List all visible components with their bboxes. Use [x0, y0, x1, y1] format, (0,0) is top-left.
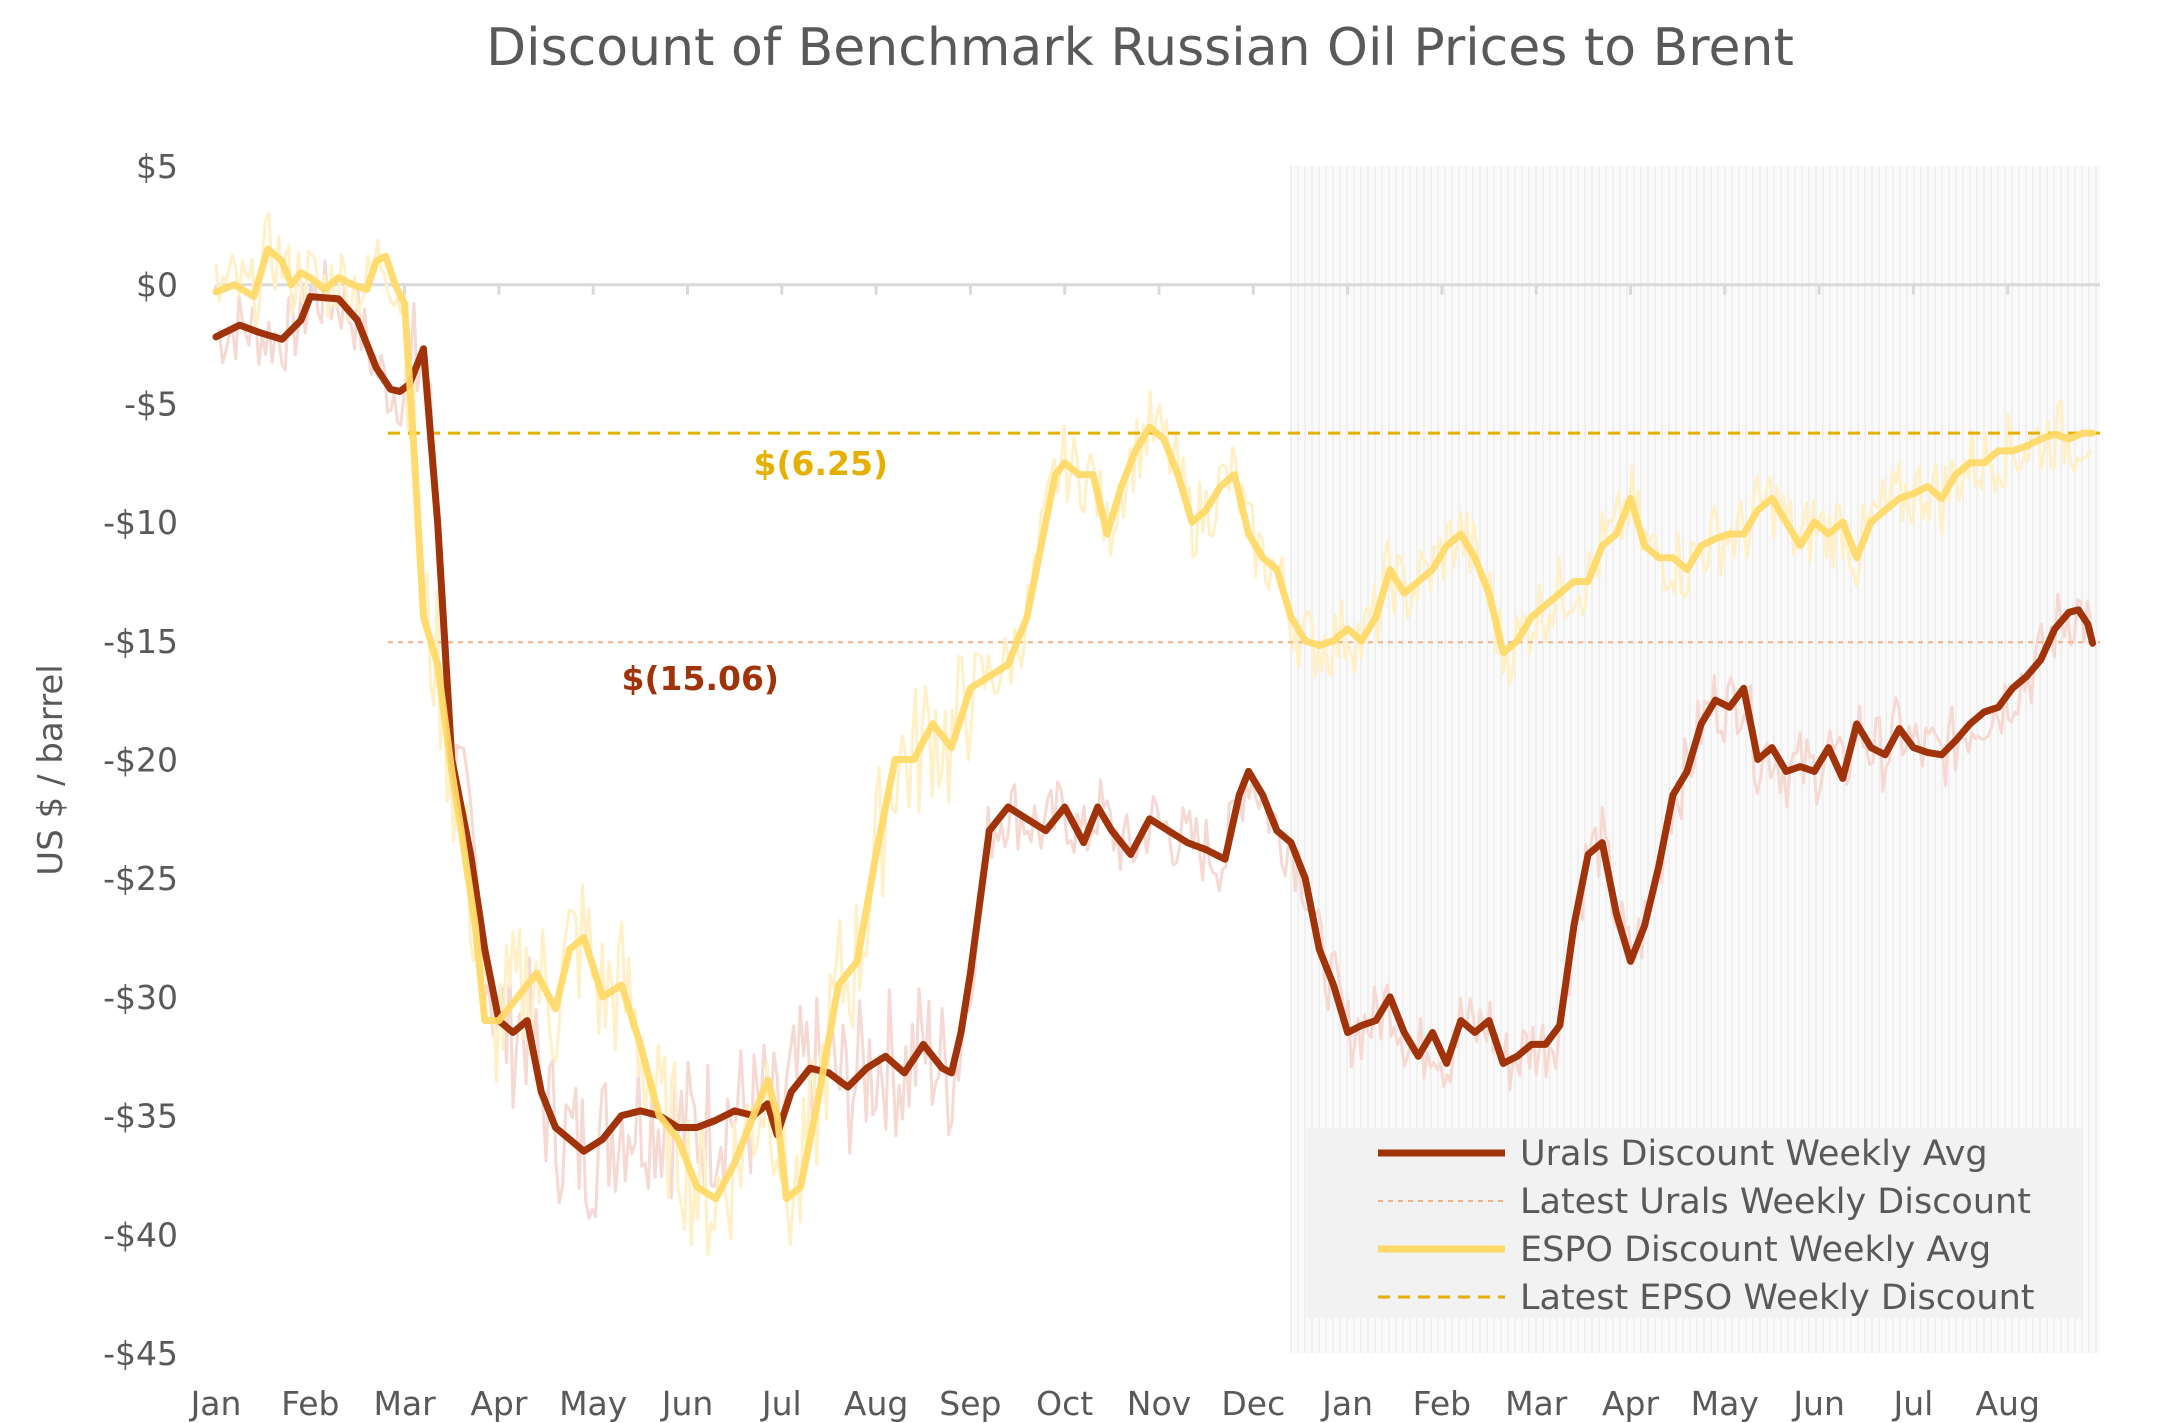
x-tick-label: Feb: [281, 1384, 339, 1423]
x-tick-label: Mar: [1505, 1384, 1568, 1423]
x-tick-label: May: [559, 1384, 627, 1423]
legend-label: Urals Discount Weekly Avg: [1520, 1134, 1988, 1174]
x-tick-label: Oct: [1036, 1384, 1093, 1423]
y-tick-label: -$10: [103, 503, 178, 542]
x-tick-label: Jun: [1791, 1384, 1845, 1423]
x-tick-label: Jan: [1320, 1384, 1373, 1423]
x-tick-label: Nov: [1127, 1384, 1191, 1423]
series-line: [212, 245, 2097, 1203]
legend-label: Latest EPSO Weekly Discount: [1520, 1278, 2035, 1318]
chart-title: Discount of Benchmark Russian Oil Prices…: [486, 18, 1794, 78]
x-tick-label: Jul: [1891, 1384, 1933, 1423]
reference-lines: $(15.06) $(6.25): [388, 431, 2100, 698]
x-tick-label: Apr: [1602, 1384, 1660, 1423]
y-axis-label: US $ / barrel: [31, 664, 71, 875]
y-axis: $5 $0 -$5 -$10 -$15 -$20 -$25 -$30 -$35 -$40 -$45: [103, 147, 178, 1373]
x-tick-label: Apr: [470, 1384, 528, 1423]
x-tick-label: May: [1691, 1384, 1759, 1423]
legend-label: ESPO Discount Weekly Avg: [1520, 1230, 1991, 1270]
y-tick-label: -$25: [103, 859, 178, 898]
legend: Urals Discount Weekly Avg Latest Urals We…: [1307, 1128, 2082, 1318]
y-tick-label: -$35: [103, 1097, 178, 1136]
reference-label: $(6.25): [754, 444, 889, 483]
y-tick-label: -$15: [103, 622, 178, 661]
x-tick-label: Jun: [660, 1384, 714, 1423]
y-tick-label: -$30: [103, 978, 178, 1017]
y-tick-label: -$20: [103, 741, 178, 780]
x-tick-label: Jan: [189, 1384, 242, 1423]
x-tick-label: Dec: [1221, 1384, 1285, 1423]
legend-box: [1307, 1128, 2082, 1318]
y-tick-label: $0: [136, 266, 178, 305]
x-tick-label: Mar: [373, 1384, 436, 1423]
x-axis: Jan Feb Mar Apr May Jun Jul Aug Sep Oct Nov Dec Jan F…: [189, 283, 2100, 1423]
x-tick-label: Aug: [844, 1384, 908, 1423]
y-tick-label: -$45: [103, 1334, 178, 1373]
series: [212, 245, 2097, 1203]
x-tick-label: Feb: [1413, 1384, 1471, 1423]
reference-label: $(15.06): [621, 659, 779, 698]
y-tick-label: -$40: [103, 1215, 178, 1254]
y-tick-label: $5: [136, 147, 178, 186]
x-tick-label: Jul: [760, 1384, 802, 1423]
x-tick-label: Sep: [939, 1384, 1001, 1423]
x-tick-label: Aug: [1975, 1384, 2039, 1423]
legend-label: Latest Urals Weekly Discount: [1520, 1182, 2031, 1222]
y-tick-label: -$5: [124, 384, 178, 423]
series-line: [212, 293, 2097, 1155]
